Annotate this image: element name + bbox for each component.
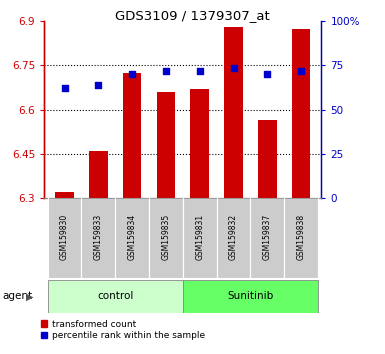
Point	[264, 71, 271, 76]
Bar	[157, 92, 175, 198]
Text: GSM159832: GSM159832	[229, 213, 238, 259]
Bar	[217, 198, 251, 278]
Legend: transformed count, percentile rank within the sample: transformed count, percentile rank withi…	[41, 320, 205, 340]
Text: GSM159833: GSM159833	[94, 213, 103, 259]
Bar	[258, 120, 277, 198]
Text: GSM159838: GSM159838	[297, 213, 306, 259]
Bar	[191, 89, 209, 198]
Text: GSM159830: GSM159830	[60, 213, 69, 259]
Point	[163, 68, 169, 73]
Text: agent: agent	[2, 291, 32, 302]
Text: GSM159834: GSM159834	[128, 213, 137, 259]
Text: control: control	[97, 291, 134, 302]
Bar	[183, 198, 217, 278]
Text: GSM159831: GSM159831	[195, 213, 204, 259]
Text: ▶: ▶	[26, 291, 33, 302]
Bar	[183, 280, 318, 313]
Point	[129, 71, 135, 76]
Text: Sunitinib: Sunitinib	[228, 291, 274, 302]
Bar	[89, 151, 108, 198]
Bar	[48, 280, 183, 313]
Text: GSM159835: GSM159835	[161, 213, 171, 259]
Point	[197, 68, 203, 73]
Bar	[251, 198, 284, 278]
Text: GDS3109 / 1379307_at: GDS3109 / 1379307_at	[115, 9, 270, 22]
Bar	[82, 198, 115, 278]
Bar	[48, 198, 82, 278]
Bar	[115, 198, 149, 278]
Bar	[149, 198, 183, 278]
Point	[95, 82, 101, 88]
Bar	[284, 198, 318, 278]
Point	[62, 85, 68, 91]
Point	[231, 65, 237, 71]
Bar	[55, 192, 74, 198]
Bar	[224, 27, 243, 198]
Bar	[292, 29, 310, 198]
Point	[298, 69, 304, 74]
Bar	[123, 73, 141, 198]
Text: GSM159837: GSM159837	[263, 213, 272, 259]
